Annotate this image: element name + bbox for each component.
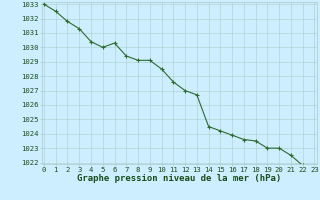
X-axis label: Graphe pression niveau de la mer (hPa): Graphe pression niveau de la mer (hPa)	[77, 174, 281, 183]
